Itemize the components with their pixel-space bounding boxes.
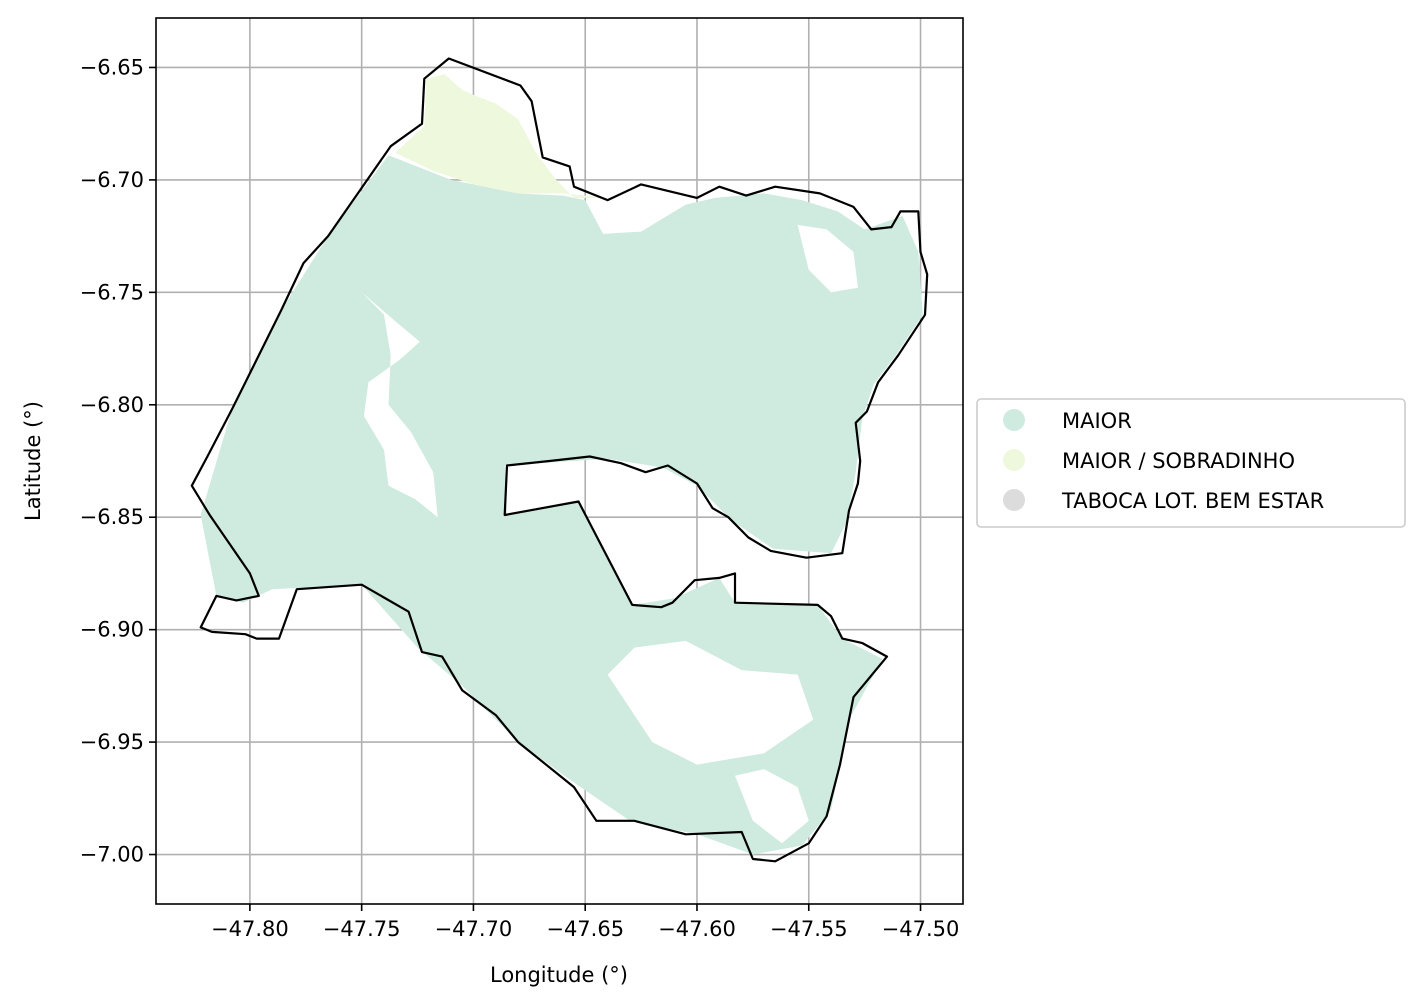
region-maior-sobradinho	[395, 74, 608, 198]
x-tick-label-1: −47.75	[323, 917, 401, 941]
region-gap-2	[735, 769, 809, 844]
legend-label-0: MAIOR	[1062, 409, 1132, 433]
x-tick-label-0: −47.80	[211, 917, 289, 941]
legend-marker-0	[1003, 409, 1025, 431]
x-tick-label-4: −47.60	[658, 917, 736, 941]
y-axis-label: Latitude (°)	[21, 401, 45, 521]
region-gap-3	[797, 224, 858, 293]
y-tick-label-2: −6.75	[80, 280, 144, 304]
legend-marker-2	[1003, 489, 1025, 511]
axes-frame	[155, 17, 964, 905]
boundary-layer	[190, 57, 929, 863]
x-tick-label-3: −47.65	[546, 917, 624, 941]
y-tick-label-0: −6.65	[80, 55, 144, 79]
legend-marker-1	[1003, 449, 1025, 471]
y-tick-label-4: −6.85	[80, 505, 144, 529]
region-gap-1	[607, 640, 814, 765]
legend-box	[976, 398, 1406, 528]
x-tick-label-6: −47.50	[882, 917, 960, 941]
legend-label-1: MAIOR / SOBRADINHO	[1062, 449, 1295, 473]
y-tick-label-6: −6.95	[80, 730, 144, 754]
legend-label-2: TABOCA LOT. BEM ESTAR	[1061, 489, 1324, 513]
x-axis-label: Longitude (°)	[490, 963, 628, 987]
y-tick-label-1: −6.70	[80, 168, 144, 192]
municipality-boundary	[190, 57, 929, 863]
legend: MAIOR MAIOR / SOBRADINHO TABOCA LOT. BEM E…	[976, 398, 1406, 528]
y-tick-label-3: −6.80	[80, 393, 144, 417]
y-tick-label-7: −7.00	[80, 843, 144, 867]
y-axis-ticks: −6.65 −6.70 −6.75 −6.80 −6.85 −6.90 −6.95 −7.00	[80, 55, 156, 867]
x-tick-label-5: −47.55	[770, 917, 848, 941]
x-tick-label-2: −47.70	[435, 917, 513, 941]
x-axis-ticks: −47.80 −47.75 −47.70 −47.65 −47.60 −47.55 −47.…	[211, 904, 959, 941]
y-tick-label-5: −6.90	[80, 618, 144, 642]
region-gap-0	[361, 292, 438, 518]
